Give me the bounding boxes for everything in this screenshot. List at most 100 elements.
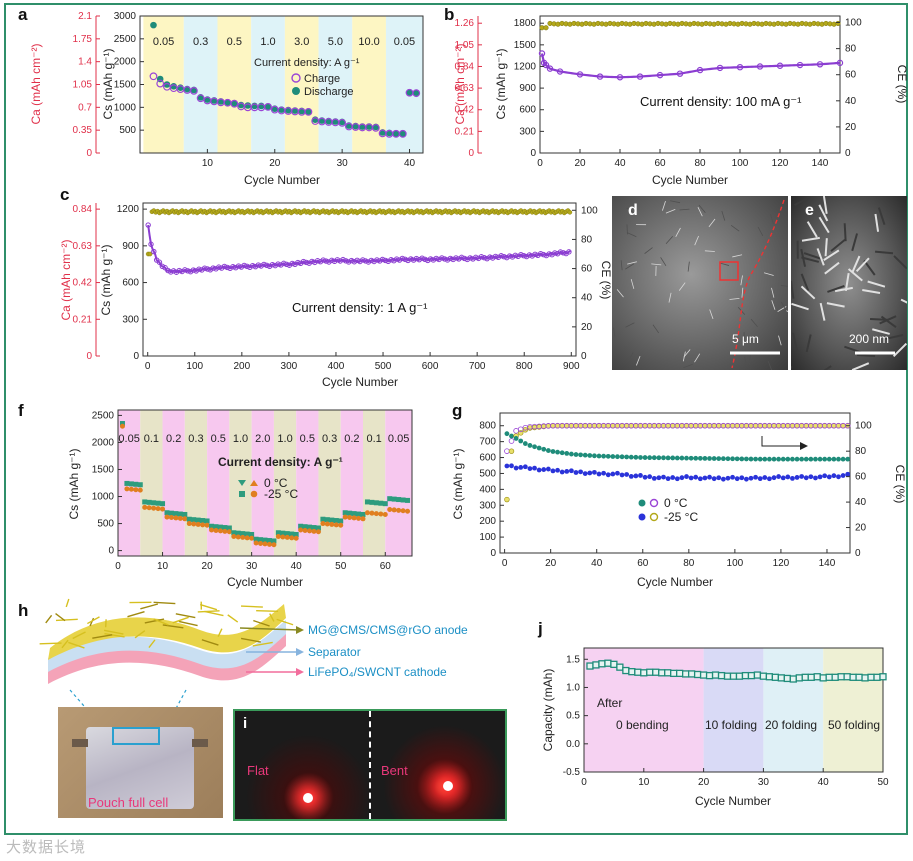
panel-g-0c-cs-point: [813, 456, 818, 462]
panel-g-0c-cs-point: [836, 456, 841, 462]
panel-f-rate-band: [273, 410, 297, 556]
panel-g-m25c-cs-point: [836, 474, 841, 480]
panel-f-m25c-point: [155, 506, 161, 512]
panel-f-m25c-point: [151, 505, 157, 511]
sem-d-texture-line: [741, 287, 744, 298]
panel-j-capacity-point: [795, 674, 803, 682]
panel-j-stage-band: [703, 648, 764, 772]
panel-b-yleft-tick-label: 1.26: [455, 18, 475, 29]
panel-b-xtick-label: 40: [614, 158, 626, 169]
panel-g-m25c-cs-point: [504, 463, 510, 469]
panel-a-label: a: [18, 5, 28, 24]
panel-c-cs-point: [314, 258, 321, 264]
panel-f-m25c-point: [347, 514, 353, 520]
panel-g-m25c-cs-point: [628, 473, 634, 479]
panel-f-m25c-point: [168, 514, 174, 520]
cathode-pointer-head: [296, 668, 304, 676]
panel-f-m25c-point: [298, 527, 304, 533]
sem-e-texture-line: [879, 315, 897, 325]
sem-d-texture-line: [682, 351, 686, 362]
panel-c-cs-point: [266, 263, 273, 270]
sem-d-texture-line: [652, 324, 660, 334]
panel-g-0c-cs-point: [693, 455, 699, 461]
sem-e-texture-line: [823, 249, 840, 261]
panel-a-legend-charge: Charge: [304, 73, 340, 85]
panel-a-yleft-tick-label: 0.7: [78, 102, 92, 113]
panel-f-ytick-label: 500: [97, 519, 114, 530]
panel-f-0c-point: [119, 421, 125, 427]
sem-d-scale-text: 5 μm: [732, 332, 759, 346]
panel-c-cs-point: [405, 257, 411, 264]
panel-g-m25c-cs-point: [633, 473, 639, 479]
panel-c-cs-point: [159, 263, 165, 269]
panel-j-capacity-point: [604, 659, 612, 667]
sem-e-texture-line: [851, 362, 870, 370]
panel-a-ytick-label: 3000: [114, 11, 137, 22]
panel-g-legend-m25c: -25 °C: [664, 510, 698, 524]
panel-g-0c-cs-point: [753, 456, 758, 462]
panel-j-capacity-point: [741, 671, 750, 680]
panel-j-capacity-point: [693, 670, 702, 679]
sem-e-texture-line: [872, 328, 890, 335]
sem-d-texture-line: [679, 208, 690, 211]
panel-f-rate-band: [385, 410, 412, 556]
panel-b-ytick-label: 0: [530, 148, 536, 159]
panel-b-xtick-label: 140: [812, 158, 829, 169]
anode-fiber: [148, 639, 156, 648]
panel-b-ytick-label: 300: [519, 126, 536, 137]
panel-g-0c-ce-point: [844, 422, 851, 429]
panel-j-capacity-point: [729, 672, 738, 680]
cathode-text: LiFePO₄/SWCNT cathode: [308, 665, 447, 679]
panel-a-rate-band: [318, 16, 353, 153]
panel-g-0c-cs-point: [688, 455, 694, 461]
panel-g-m25c-cs-point: [601, 470, 607, 476]
panel-c-cs-line: [147, 224, 571, 274]
panel-g-xtick-label: 0: [502, 558, 508, 569]
panel-a-ytick-label: 2000: [114, 57, 137, 68]
panel-c-cs-point: [529, 253, 535, 259]
panel-a-rate-band: [385, 16, 423, 153]
panel-j-capacity-point: [652, 668, 660, 676]
panel-f-legend-m25c: -25 °C: [264, 487, 298, 501]
panel-g-ytick-label: 0: [490, 548, 496, 559]
panel-b-y2tick-label: 0: [845, 148, 851, 159]
panel-c-cs-point: [489, 255, 496, 261]
panel-g-m25c-cs-point: [605, 472, 611, 478]
panel-a-legend-discharge-marker: [292, 87, 300, 95]
panel-f-rate-label: 0.05: [388, 433, 409, 445]
panel-f-0c-point: [280, 530, 286, 536]
panel-g-ytick-label: 100: [479, 532, 496, 543]
panel-g-xtick-label: 40: [591, 558, 603, 569]
panel-g-xtick-label: 120: [773, 558, 790, 569]
sem-e-texture-line: [816, 248, 825, 266]
panel-f-0c-point: [400, 497, 406, 503]
panel-j-capacity-point: [723, 672, 732, 680]
panel-g-0c-cs-point: [638, 455, 643, 460]
panel-g-0c-cs-point: [748, 456, 754, 462]
panel-f-0c-point: [182, 511, 188, 517]
panel-a-discharge-point: [399, 130, 407, 137]
panel-c-cs-point: [201, 265, 208, 271]
panel-f-legend-m25c-marker-a: [239, 491, 245, 497]
panel-g-m25c-cs-point: [665, 476, 671, 482]
panel-j-capacity-point: [735, 672, 744, 680]
panel-f-0c-point: [142, 499, 148, 505]
sem-e-texture-line: [818, 204, 829, 222]
panel-a-charge-point: [371, 123, 380, 132]
panel-c-cs-point: [385, 258, 391, 265]
panel-c-cs-point: [360, 257, 366, 263]
panel-c-yleft-tick-label: 0.42: [73, 278, 93, 289]
panel-c-cs-point: [552, 250, 558, 256]
panel-f-m25c-point: [364, 510, 370, 516]
panel-c-ytick-label: 900: [122, 241, 139, 252]
anode-fiber: [55, 612, 66, 622]
panel-g-m25c-cs-point: [808, 474, 814, 480]
panel-c-cs-point: [233, 265, 239, 271]
panel-f-0c-point: [186, 516, 192, 522]
panel-f-m25c-point: [217, 528, 223, 534]
sem-e-texture-line: [791, 332, 798, 351]
panel-g-m25c-cs-point: [753, 474, 758, 480]
panel-g-0c-cs-point: [633, 454, 639, 460]
panel-f-m25c-point: [177, 515, 183, 521]
panel-a-discharge-point: [392, 130, 400, 137]
